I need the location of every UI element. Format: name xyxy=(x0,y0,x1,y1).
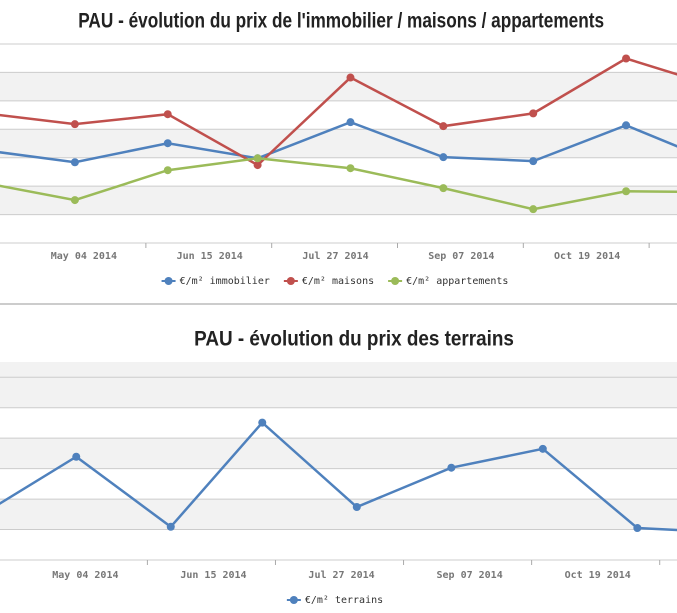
point xyxy=(622,54,631,63)
x-tick-label: Sep 07 2014 xyxy=(428,251,494,262)
legend-dot xyxy=(391,277,400,285)
legend-label: €/m² maisons xyxy=(302,276,374,287)
point xyxy=(163,110,172,119)
point xyxy=(346,164,355,173)
legend-label: €/m² immobilier xyxy=(180,276,270,287)
chart-title: PAU - évolution du prix de l'immobilier … xyxy=(78,10,604,33)
x-tick-label: Jun 15 2014 xyxy=(177,251,243,262)
x-tick-label: Oct 19 2014 xyxy=(565,570,631,581)
point xyxy=(447,463,456,472)
point xyxy=(253,154,262,163)
chart-title: PAU - évolution du prix des terrains xyxy=(194,328,514,351)
legend-label: €/m² appartements xyxy=(406,276,508,287)
grid-band xyxy=(0,129,677,158)
point xyxy=(633,524,642,533)
point xyxy=(622,187,631,196)
grid-band xyxy=(0,362,677,378)
x-tick-label: May 04 2014 xyxy=(51,251,117,262)
point xyxy=(163,139,172,148)
legend-label: €/m² terrains xyxy=(305,595,383,606)
point xyxy=(70,196,79,205)
point xyxy=(166,522,175,531)
legend-dot xyxy=(289,596,298,604)
x-tick-label: Jul 27 2014 xyxy=(302,251,368,262)
point xyxy=(439,153,448,162)
point xyxy=(70,120,79,129)
point xyxy=(346,73,355,82)
point xyxy=(346,118,355,127)
point xyxy=(622,121,631,130)
legend-dot xyxy=(164,277,173,285)
plot xyxy=(0,54,677,214)
x-tick-label: Oct 19 2014 xyxy=(554,251,620,262)
grid-band xyxy=(0,72,677,101)
point xyxy=(439,122,448,131)
grid-band xyxy=(0,438,677,469)
point xyxy=(529,157,538,166)
grid-band xyxy=(0,499,677,530)
x-tick-label: Sep 07 2014 xyxy=(437,570,503,581)
point xyxy=(72,452,81,461)
point xyxy=(258,418,267,427)
point xyxy=(352,502,361,511)
x-tick-label: Jun 15 2014 xyxy=(180,570,246,581)
point xyxy=(163,166,172,175)
point xyxy=(538,444,547,453)
grid-band xyxy=(0,377,677,408)
grid-band xyxy=(0,186,677,215)
point xyxy=(253,161,262,170)
point xyxy=(439,184,448,193)
x-tick-label: Jul 27 2014 xyxy=(308,570,374,581)
legend-dot xyxy=(286,277,295,285)
point xyxy=(70,158,79,167)
plot xyxy=(0,418,677,533)
point xyxy=(529,109,538,118)
point xyxy=(529,205,538,214)
x-tick-label: May 04 2014 xyxy=(52,570,118,581)
